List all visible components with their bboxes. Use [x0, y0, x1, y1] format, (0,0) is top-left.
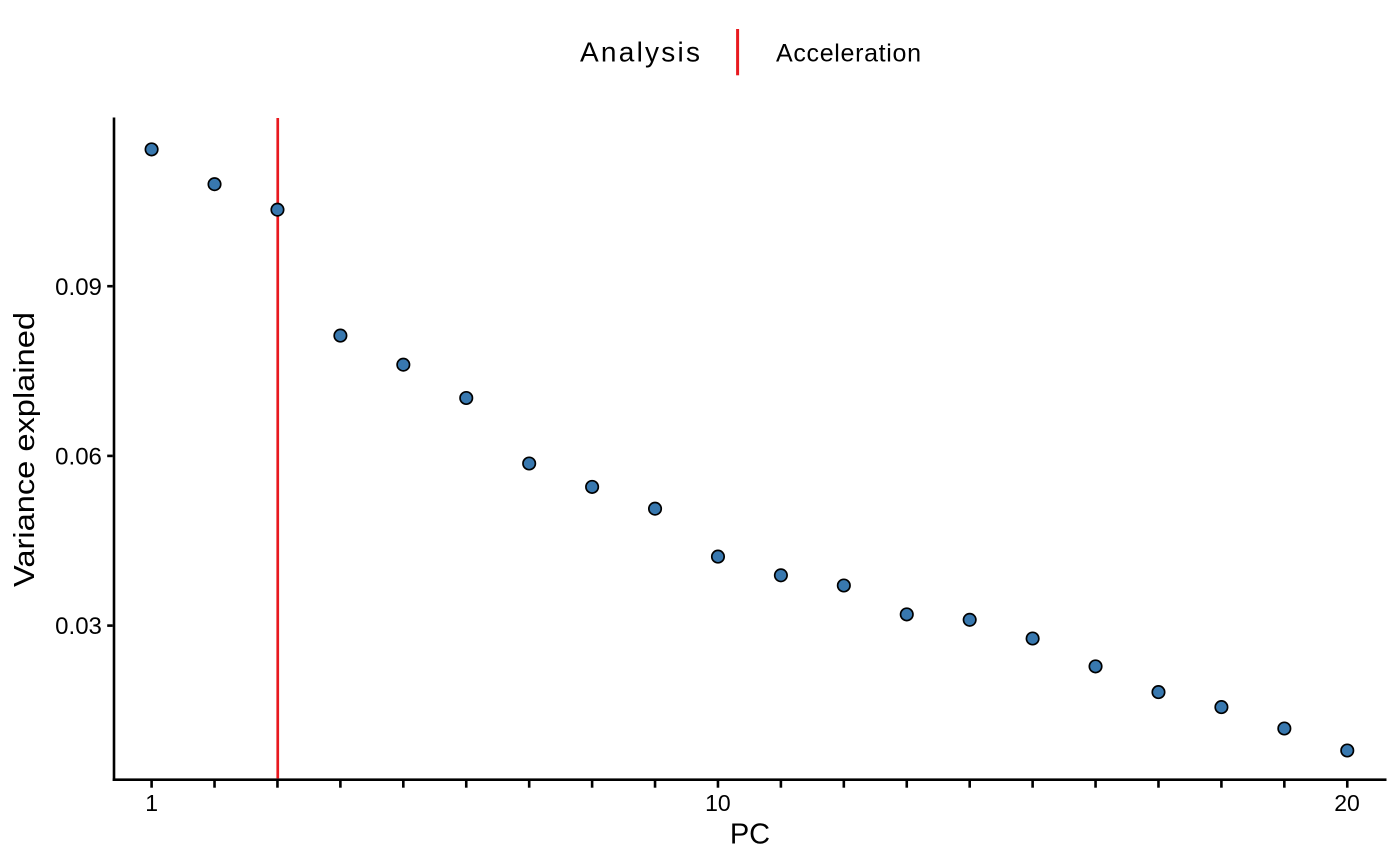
svg-text:1: 1 — [145, 790, 158, 816]
svg-text:20: 20 — [1334, 790, 1360, 816]
svg-text:0.06: 0.06 — [55, 444, 102, 471]
svg-text:0.03: 0.03 — [55, 613, 102, 640]
svg-text:Analysis: Analysis — [580, 37, 700, 68]
svg-text:PC: PC — [730, 819, 770, 851]
svg-text:Acceleration: Acceleration — [776, 40, 921, 68]
svg-text:Variance explained: Variance explained — [9, 312, 41, 587]
svg-text:0.09: 0.09 — [55, 274, 102, 301]
svg-text:10: 10 — [705, 790, 731, 816]
